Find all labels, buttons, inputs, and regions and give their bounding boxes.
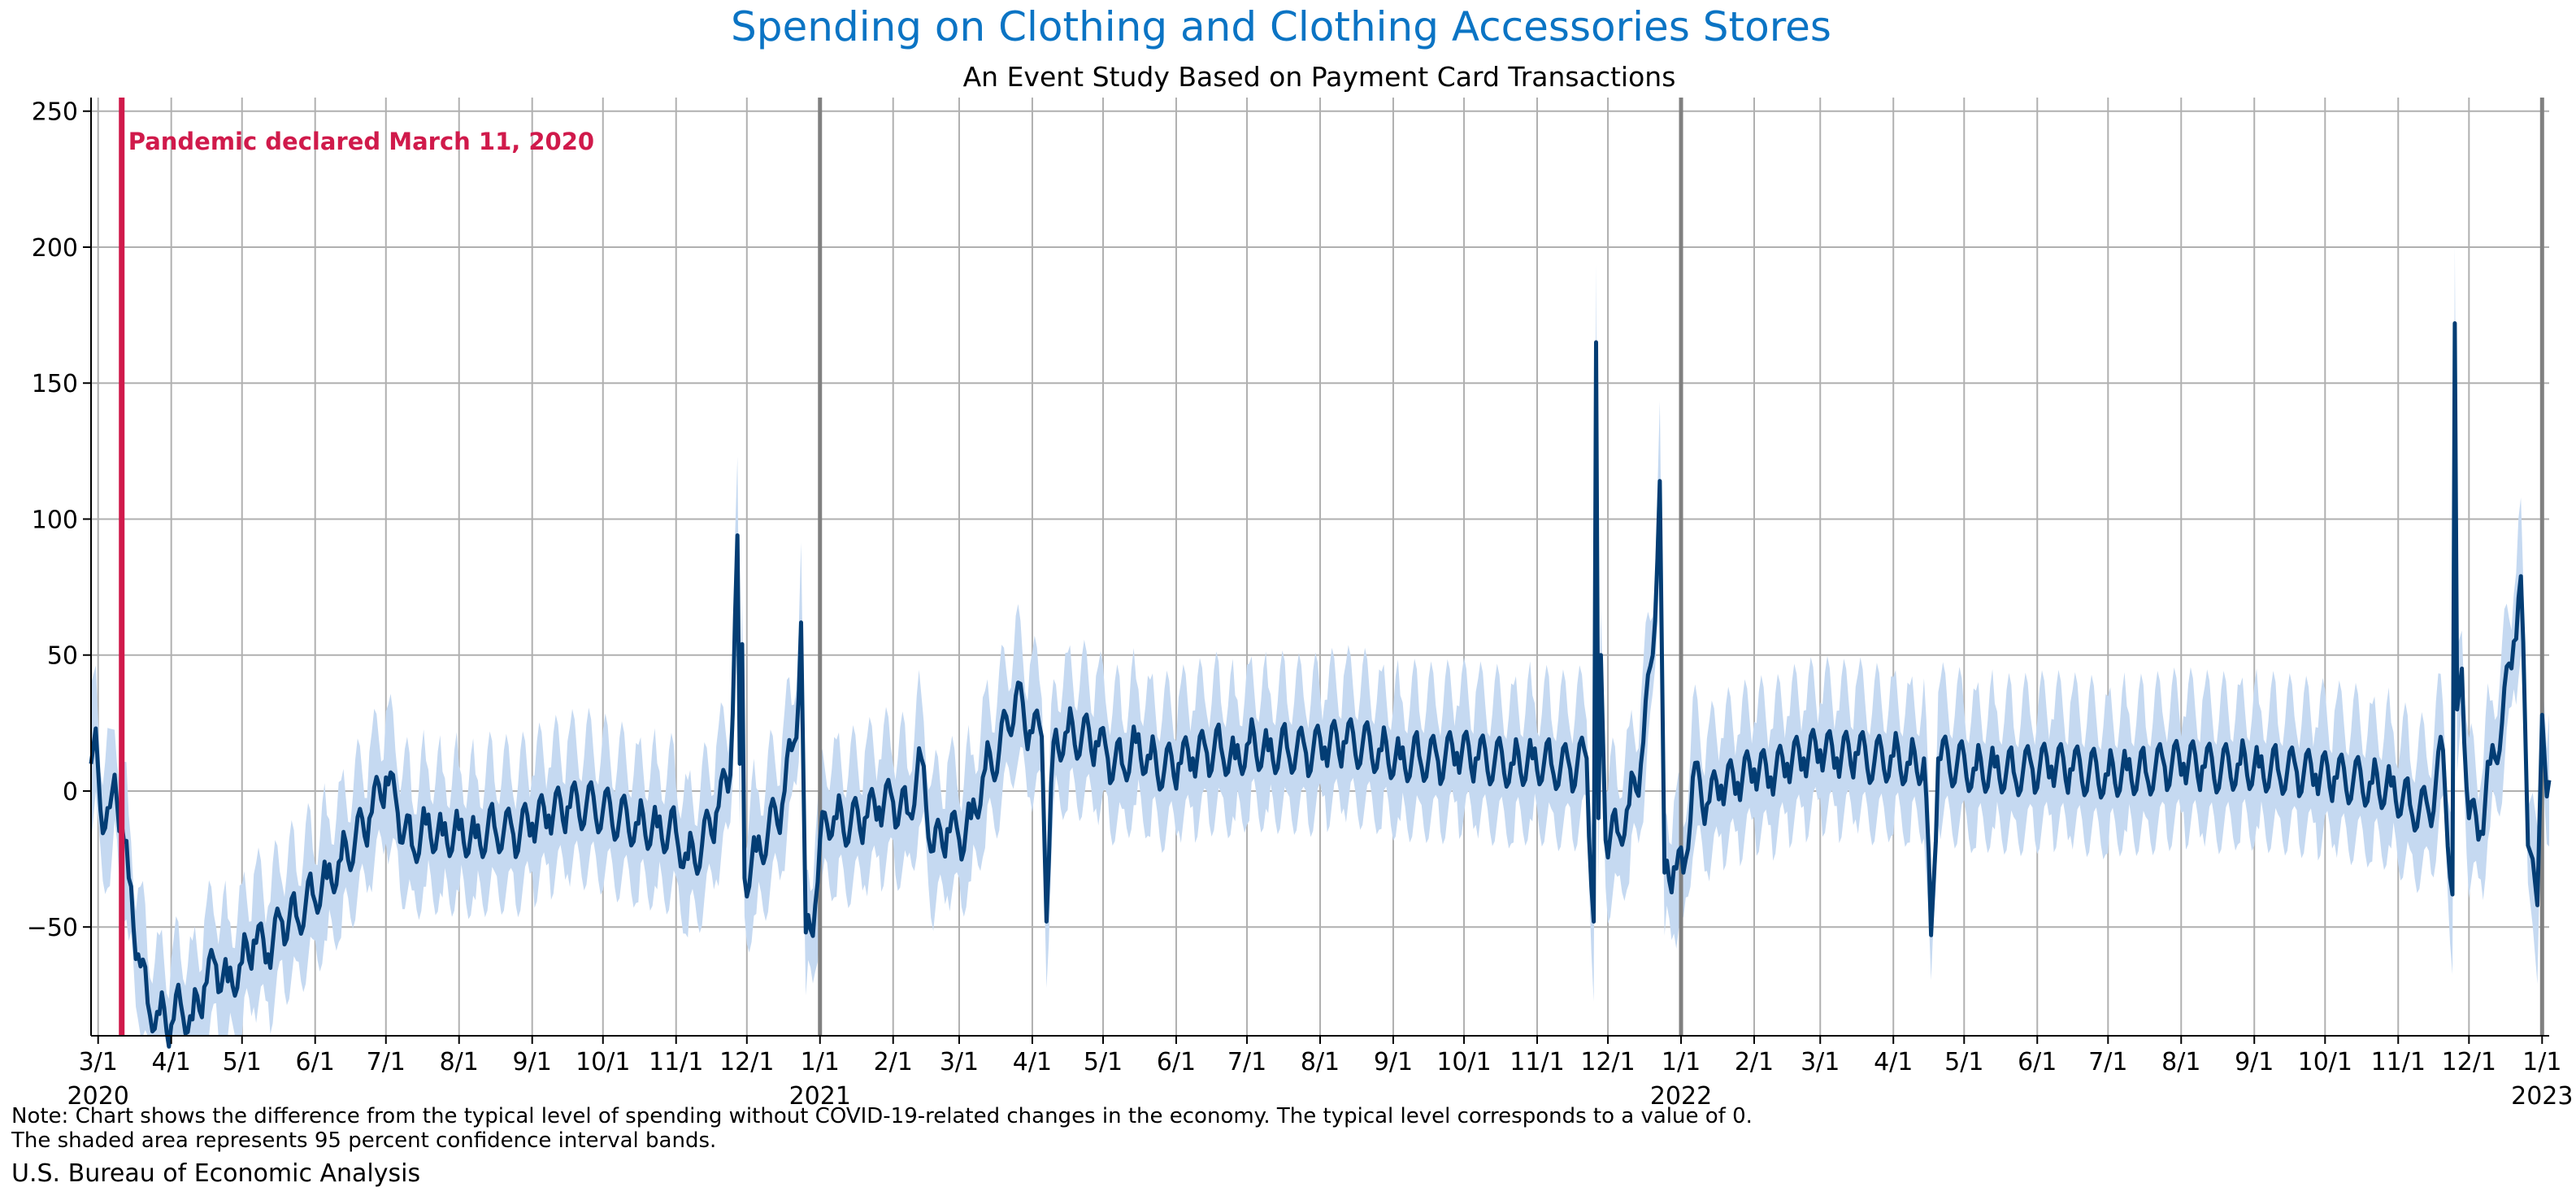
x-tick-label: 11/1 [1510, 1048, 1564, 1076]
x-tick-label: 1/1 [801, 1048, 840, 1076]
chart-note-line-1: Note: Chart shows the difference from th… [11, 1104, 1753, 1128]
x-tick-label: 5/1 [1944, 1048, 1983, 1076]
x-tick-label: 1/1 [2522, 1048, 2561, 1076]
x-tick-label: 4/1 [152, 1048, 191, 1076]
x-tick-label: 10/1 [576, 1048, 630, 1076]
chart-title: Spending on Clothing and Clothing Access… [731, 3, 1831, 50]
axes: −50 0 50 100 150 200 250 3/1 2020 4/1 5/1 6/1 7/1 8/1… [27, 98, 2573, 1111]
x-tick-label: 7/1 [1227, 1048, 1266, 1076]
y-tick-label: 100 [32, 506, 78, 534]
x-tick-label: 10/1 [1436, 1048, 1491, 1076]
year-boundaries [818, 98, 2544, 1036]
x-tick-label: 11/1 [2371, 1048, 2426, 1076]
y-tick-label: 250 [32, 98, 78, 127]
x-tick-label: 8/1 [2161, 1048, 2200, 1076]
y-tick-label: −50 [27, 914, 78, 942]
x-year-label: 2023 [2511, 1082, 2573, 1111]
x-tick-label: 6/1 [296, 1048, 335, 1076]
x-year-label: 2020 [67, 1082, 129, 1111]
x-tick-label: 6/1 [2018, 1048, 2057, 1076]
source-credit: U.S. Bureau of Economic Analysis [11, 1159, 421, 1188]
x-tick-label: 7/1 [367, 1048, 406, 1076]
x-tick-label: 2/1 [1735, 1048, 1774, 1076]
x-tick-label: 10/1 [2298, 1048, 2352, 1076]
x-tick-label: 3/1 [940, 1048, 979, 1076]
x-tick-label: 12/1 [1580, 1048, 1635, 1076]
x-year-label: 2022 [1650, 1082, 1712, 1111]
x-tick-label: 5/1 [1084, 1048, 1123, 1076]
x-tick-label: 2/1 [874, 1048, 913, 1076]
y-tick-label: 0 [63, 778, 78, 807]
x-tick-label: 7/1 [2088, 1048, 2127, 1076]
x-tick-label: 6/1 [1157, 1048, 1196, 1076]
y-tick-label: 50 [47, 642, 78, 671]
chart-subtitle: An Event Study Based on Payment Card Tra… [963, 61, 1676, 93]
x-tick-label: 9/1 [513, 1048, 552, 1076]
x-tick-label: 8/1 [440, 1048, 479, 1076]
x-tick-label: 12/1 [719, 1048, 774, 1076]
grid [91, 98, 2549, 1036]
chart-note-line-2: The shaded area represents 95 percent co… [11, 1128, 717, 1153]
x-tick-label: 1/1 [1662, 1048, 1701, 1076]
x-tick-label: 5/1 [223, 1048, 262, 1076]
series-line [89, 321, 2552, 1049]
x-tick-label: 4/1 [1874, 1048, 1913, 1076]
event-label: Pandemic declared March 11, 2020 [128, 128, 594, 155]
y-tick-label: 150 [32, 370, 78, 398]
x-tick-label: 11/1 [649, 1048, 703, 1076]
series-line-layer [89, 321, 2552, 1049]
x-tick-label: 8/1 [1301, 1048, 1340, 1076]
x-tick-label: 3/1 [1801, 1048, 1840, 1076]
x-tick-label: 3/1 [79, 1048, 118, 1076]
x-year-label: 2021 [789, 1082, 851, 1111]
x-tick-label: 9/1 [2235, 1048, 2274, 1076]
x-tick-label: 9/1 [1374, 1048, 1413, 1076]
x-tick-label: 4/1 [1013, 1048, 1052, 1076]
x-tick-label: 12/1 [2442, 1048, 2496, 1076]
event-marker: Pandemic declared March 11, 2020 [119, 98, 594, 1036]
y-tick-label: 200 [32, 234, 78, 263]
